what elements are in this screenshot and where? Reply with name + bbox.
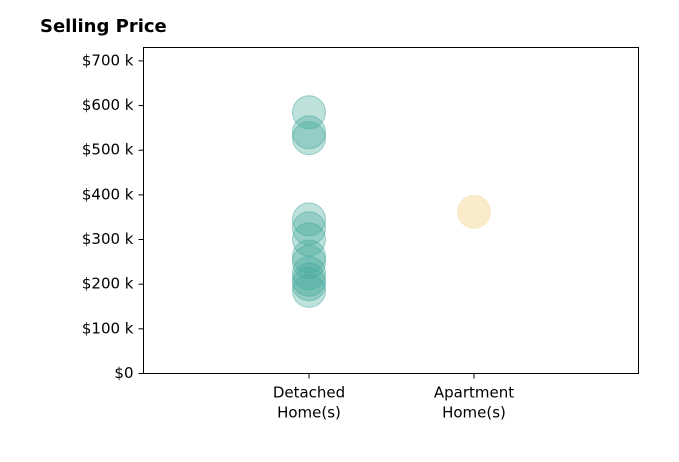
y-tick-label: $500 k bbox=[82, 141, 134, 159]
chart-title: Selling Price bbox=[40, 16, 167, 37]
y-tick-label: $200 k bbox=[82, 275, 134, 293]
x-tick-label: Detached Home(s) bbox=[273, 384, 345, 422]
y-tick-label: $700 k bbox=[82, 51, 134, 69]
y-tick-label: $300 k bbox=[82, 230, 134, 248]
data-points bbox=[292, 95, 491, 308]
y-tick-label: $600 k bbox=[82, 96, 134, 114]
data-point bbox=[292, 256, 326, 291]
data-point bbox=[292, 202, 326, 237]
y-tick-label: $100 k bbox=[82, 319, 134, 337]
data-point bbox=[292, 262, 326, 297]
plot-frame bbox=[143, 47, 639, 374]
data-point bbox=[457, 194, 491, 229]
x-axis: Detached Home(s) Apartment Home(s) bbox=[273, 373, 514, 422]
y-tick-label: $0 bbox=[114, 364, 133, 382]
data-point bbox=[292, 267, 326, 302]
x-tick-label: Apartment Home(s) bbox=[434, 384, 514, 422]
y-tick-label: $400 k bbox=[82, 185, 134, 203]
data-point bbox=[292, 121, 326, 156]
data-point bbox=[292, 273, 326, 308]
y-axis: $0 $100 k $200 k $300 k $400 k $500 k $600 k $7… bbox=[82, 51, 144, 382]
data-point bbox=[292, 95, 326, 130]
